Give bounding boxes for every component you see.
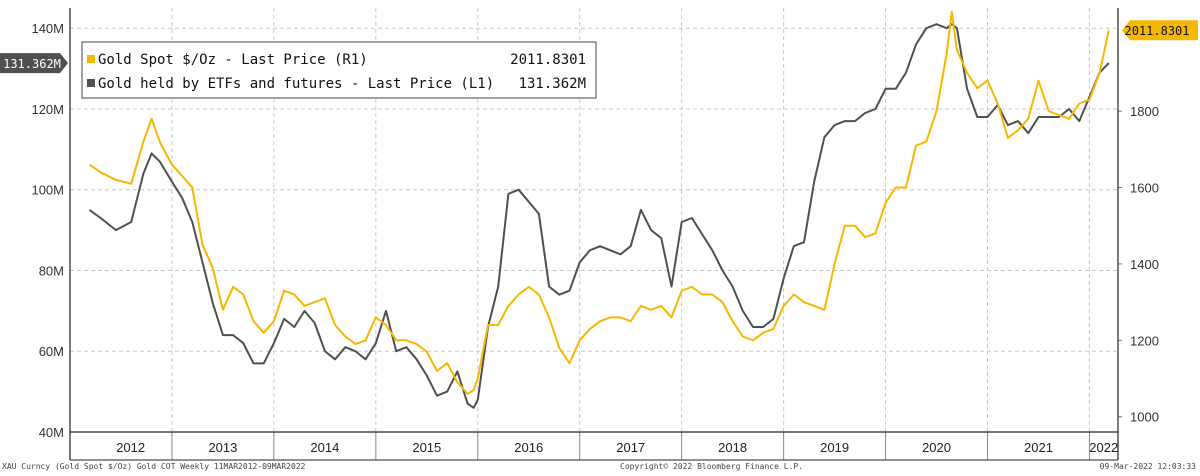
x-year-label: 2021 xyxy=(1024,440,1053,455)
y-left-tick-label: 140M xyxy=(31,21,64,36)
x-year-label: 2016 xyxy=(514,440,543,455)
x-year-label: 2012 xyxy=(116,440,145,455)
x-year-label: 2018 xyxy=(718,440,747,455)
y-left-tick-label: 100M xyxy=(31,183,64,198)
y-left-tick-label: 80M xyxy=(39,263,64,278)
right-value-tag xyxy=(1122,20,1198,41)
gold-spot-line xyxy=(88,10,1110,395)
y-right-tick-label: 1000 xyxy=(1130,410,1159,425)
legend-label: Gold held by ETFs and futures - Last Pri… xyxy=(98,76,494,92)
left-value-tag-text: 131.362M xyxy=(3,57,61,71)
y-left-tick-label: 60M xyxy=(39,344,64,359)
axes: 40M 60M 80M 100M 120M 140M 1000 1200 1400 1600 180… xyxy=(31,8,1159,461)
legend-label: Gold Spot $/Oz - Last Price (R1) xyxy=(98,52,368,68)
y-left-tick-label: 120M xyxy=(31,102,64,117)
x-year-label: 2020 xyxy=(922,440,951,455)
x-year-label: 2013 xyxy=(208,440,237,455)
x-year-label: 2015 xyxy=(412,440,441,455)
x-year-label: 2022 xyxy=(1089,440,1118,455)
legend-box xyxy=(81,41,597,99)
series-lines xyxy=(88,10,1110,409)
legend-value: 2011.8301 xyxy=(510,52,586,68)
y-right-tick-label: 1800 xyxy=(1130,104,1159,119)
footer-source: XAU Curncy (Gold Spot $/Oz) Gold COT Wee… xyxy=(2,462,306,471)
footer-timestamp: 09-Mar-2022 12:03:33 xyxy=(1099,462,1196,471)
legend-value: 131.362M xyxy=(519,76,586,92)
value-tags: 2011.8301 131.362M xyxy=(0,20,1198,74)
legend-swatch-gold xyxy=(87,55,95,63)
x-year-label: 2019 xyxy=(820,440,849,455)
y-right-tick-label: 1600 xyxy=(1130,181,1159,196)
y-left-tick-label: 40M xyxy=(39,425,64,440)
y-right-tick-label: 1400 xyxy=(1130,257,1159,272)
y-right-tick-label: 1200 xyxy=(1130,333,1159,348)
legend: Gold Spot $/Oz - Last Price (R1) 2011.830… xyxy=(81,41,597,99)
x-year-label: 2017 xyxy=(616,440,645,455)
right-value-tag-text: 2011.8301 xyxy=(1124,24,1189,38)
legend-swatch-etf xyxy=(87,79,95,87)
x-year-label: 2014 xyxy=(310,440,339,455)
footer-copyright: Copyright© 2022 Bloomberg Finance L.P. xyxy=(620,462,804,471)
left-value-tag xyxy=(0,53,68,74)
etf-holdings-line xyxy=(88,23,1110,409)
